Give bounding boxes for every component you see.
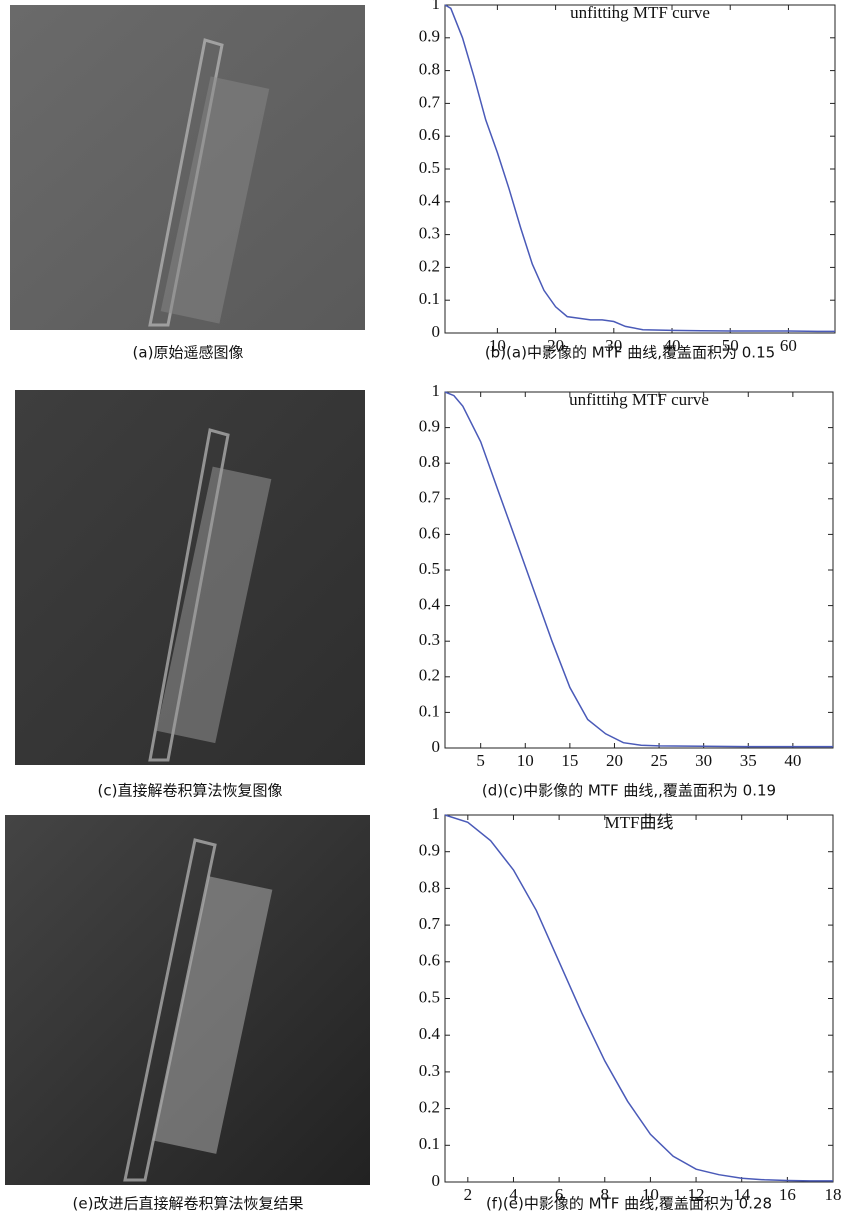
y-tick-label: 0.6 (419, 125, 440, 144)
plot-frame (445, 5, 835, 333)
x-tick-label: 25 (651, 751, 668, 770)
x-tick-label: 35 (740, 751, 757, 770)
y-tick-label: 0 (432, 737, 441, 756)
chart-caption: (f)(e)中影像的 MTF 曲线,覆盖面积为 0.28 (486, 1195, 772, 1213)
y-tick-label: 0.1 (419, 1134, 440, 1153)
chart-title: MTF曲线 (605, 813, 674, 832)
chart-title: unfitting MTF curve (569, 390, 709, 409)
y-tick-label: 0.5 (419, 158, 440, 177)
y-tick-label: 0.7 (419, 92, 441, 111)
chart-caption: (d)(c)中影像的 MTF 曲线,,覆盖面积为 0.19 (482, 782, 776, 800)
plot-frame (445, 392, 833, 748)
image-caption: (c)直接解卷积算法恢复图像 (98, 782, 283, 800)
y-tick-label: 0.3 (419, 630, 440, 649)
y-tick-label: 0.7 (419, 914, 441, 933)
y-tick-label: 0.5 (419, 559, 440, 578)
y-tick-label: 0.9 (419, 27, 440, 46)
y-tick-label: 0.3 (419, 1061, 440, 1080)
image-e (5, 815, 370, 1185)
y-tick-label: 0.8 (419, 877, 440, 896)
y-tick-label: 0.2 (419, 256, 440, 275)
x-tick-label: 16 (779, 1185, 796, 1204)
x-tick-label: 2 (464, 1185, 473, 1204)
y-tick-label: 0.4 (419, 595, 441, 614)
y-tick-label: 0.2 (419, 1098, 440, 1117)
y-tick-label: 0.2 (419, 666, 440, 685)
y-tick-label: 0.1 (419, 289, 440, 308)
figure: (a)原始遥感图像 (c)直接解卷积算法恢复图像 (e)改进后直接解卷积算法恢复… (0, 0, 843, 1216)
y-tick-label: 0.1 (419, 701, 440, 720)
y-tick-label: 0.9 (419, 417, 440, 436)
x-tick-label: 18 (825, 1185, 842, 1204)
x-tick-label: 10 (517, 751, 534, 770)
chart-title: unfitting MTF curve (570, 3, 710, 22)
y-tick-label: 0.5 (419, 987, 440, 1006)
x-tick-label: 30 (695, 751, 712, 770)
y-tick-label: 0.9 (419, 841, 440, 860)
y-tick-label: 1 (432, 0, 441, 13)
image-c (15, 390, 365, 765)
mtf-line (445, 5, 835, 331)
y-tick-label: 0.6 (419, 523, 440, 542)
plot-frame (445, 815, 833, 1182)
y-tick-label: 0.4 (419, 191, 441, 210)
x-tick-label: 15 (561, 751, 578, 770)
y-tick-label: 0.4 (419, 1024, 441, 1043)
chart-caption: (b)(a)中影像的 MTF 曲线,覆盖面积为 0.15 (485, 344, 775, 362)
y-tick-label: 1 (432, 804, 441, 823)
y-tick-label: 0.6 (419, 951, 440, 970)
x-tick-label: 60 (780, 336, 797, 355)
image-caption: (e)改进后直接解卷积算法恢复结果 (73, 1195, 304, 1213)
y-tick-label: 0.8 (419, 452, 440, 471)
y-tick-label: 0.8 (419, 60, 440, 79)
y-tick-label: 0 (432, 1171, 441, 1190)
image-a (10, 5, 365, 330)
y-tick-label: 1 (432, 381, 441, 400)
y-tick-label: 0.3 (419, 224, 440, 243)
x-tick-label: 5 (476, 751, 485, 770)
mtf-line (445, 815, 833, 1181)
x-tick-label: 40 (784, 751, 801, 770)
x-tick-label: 20 (606, 751, 623, 770)
y-tick-label: 0 (432, 322, 441, 341)
image-caption: (a)原始遥感图像 (133, 344, 244, 362)
mtf-line (445, 392, 833, 747)
y-tick-label: 0.7 (419, 488, 441, 507)
